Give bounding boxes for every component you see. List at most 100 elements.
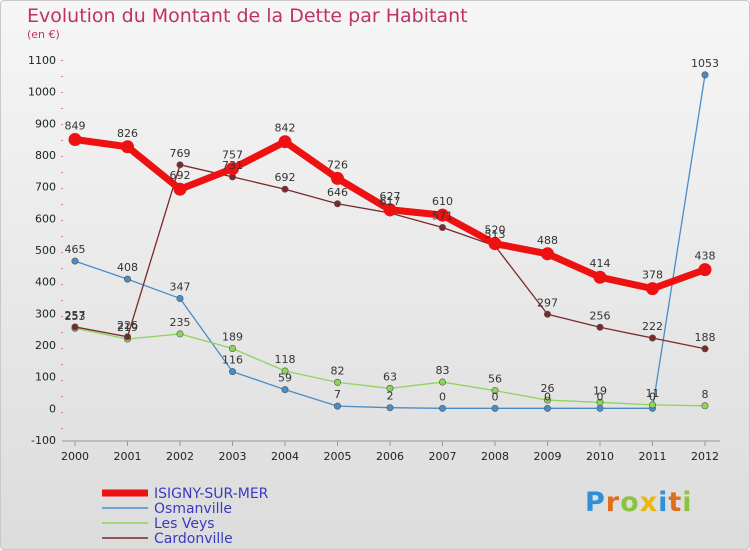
- x-tick-label: 2002: [166, 450, 194, 463]
- data-point: [438, 224, 446, 232]
- data-label: 842: [275, 122, 296, 135]
- data-point: [491, 387, 499, 395]
- data-point: [173, 182, 187, 196]
- data-label: 83: [436, 364, 450, 377]
- data-label: 0: [439, 390, 446, 403]
- data-point: [229, 368, 237, 376]
- data-point: [226, 162, 239, 176]
- data-label: 297: [537, 296, 558, 309]
- data-point: [596, 398, 604, 406]
- data-label: 116: [222, 354, 243, 367]
- series-lines: [68, 71, 712, 412]
- data-point: [701, 71, 709, 79]
- data-label: 769: [170, 147, 191, 160]
- legend-label: ISIGNY-SUR-MER: [154, 486, 269, 502]
- data-point: [281, 386, 289, 394]
- y-tick-label: 1000: [28, 86, 56, 99]
- chart-title: Evolution du Montant de la Dette par Hab…: [27, 5, 468, 27]
- data-label: 0: [597, 390, 604, 403]
- x-tick-label: 2003: [219, 450, 247, 463]
- legend-label: Cardonville: [154, 531, 233, 547]
- x-tick-label: 2011: [639, 450, 667, 463]
- data-point: [543, 310, 551, 318]
- data-label: 222: [642, 320, 663, 333]
- data-point: [176, 161, 184, 169]
- data-label: 726: [327, 158, 348, 171]
- y-tick-label: 400: [35, 276, 56, 289]
- data-point: [543, 404, 551, 412]
- y-tick-label: 100: [35, 371, 56, 384]
- data-label: 226: [117, 319, 138, 332]
- data-point: [488, 237, 502, 251]
- data-label: 438: [695, 250, 716, 263]
- x-tick-label: 2006: [376, 450, 404, 463]
- data-point: [281, 185, 289, 193]
- data-label: 692: [170, 169, 191, 182]
- data-point: [383, 203, 397, 217]
- logo-letter: t: [668, 487, 683, 518]
- data-point: [648, 401, 656, 409]
- data-label: 610: [432, 195, 453, 208]
- y-tick-label: 900: [35, 117, 56, 130]
- data-point: [333, 402, 341, 410]
- x-tick-label: 2009: [534, 450, 562, 463]
- chart-subtitle: (en €): [27, 28, 60, 41]
- x-tick-label: 2008: [481, 450, 509, 463]
- data-point: [71, 257, 79, 265]
- x-tick-label: 2001: [114, 450, 142, 463]
- data-point: [124, 333, 132, 341]
- data-point: [593, 270, 607, 284]
- data-label: 0: [544, 390, 551, 403]
- series-line-osmanville: [74, 74, 706, 409]
- data-point: [124, 275, 132, 283]
- logo-letter: i: [682, 487, 693, 518]
- data-label: 1053: [691, 57, 719, 70]
- data-point: [331, 171, 344, 185]
- data-label: 520: [485, 224, 506, 237]
- data-point: [543, 396, 551, 404]
- data-point: [281, 367, 289, 375]
- y-tick-label: 600: [35, 212, 56, 225]
- y-tick-label: 0: [49, 402, 56, 415]
- data-point: [438, 378, 446, 386]
- data-label: 414: [590, 257, 611, 270]
- data-label: 26: [541, 382, 555, 395]
- data-point: [333, 378, 341, 386]
- data-label: 219: [117, 321, 138, 334]
- data-point: [229, 344, 237, 352]
- logo-letter: P: [585, 487, 606, 518]
- data-label: 0: [492, 390, 499, 403]
- data-point: [68, 132, 82, 146]
- data-point: [121, 140, 134, 154]
- data-point: [701, 345, 709, 353]
- data-label: 692: [275, 171, 296, 184]
- y-tick-label: 800: [35, 149, 56, 162]
- x-tick-label: 2010: [586, 450, 614, 463]
- data-label: 826: [117, 127, 138, 140]
- data-point: [596, 323, 604, 331]
- data-label: 253: [65, 310, 86, 323]
- x-tick-label: 2000: [61, 450, 89, 463]
- logo-letter: x: [639, 487, 659, 518]
- data-point: [701, 402, 709, 410]
- data-label: 571: [432, 210, 453, 223]
- data-label: 118: [275, 353, 296, 366]
- data-label: 488: [537, 234, 558, 247]
- legend-label: Osmanville: [154, 501, 232, 517]
- data-point: [698, 263, 712, 277]
- data-label: 8: [702, 388, 709, 401]
- data-label: 849: [65, 119, 86, 132]
- data-label: 56: [488, 373, 502, 386]
- x-tick-label: 2004: [271, 450, 299, 463]
- y-tick-label: 200: [35, 339, 56, 352]
- data-point: [541, 247, 554, 261]
- data-label: 731: [222, 159, 243, 172]
- data-label: 235: [170, 316, 191, 329]
- data-label: 11: [646, 387, 660, 400]
- data-label: 59: [278, 372, 292, 385]
- data-label: 408: [117, 261, 138, 274]
- data-label: 63: [383, 370, 397, 383]
- y-tick-label: 1100: [28, 54, 56, 67]
